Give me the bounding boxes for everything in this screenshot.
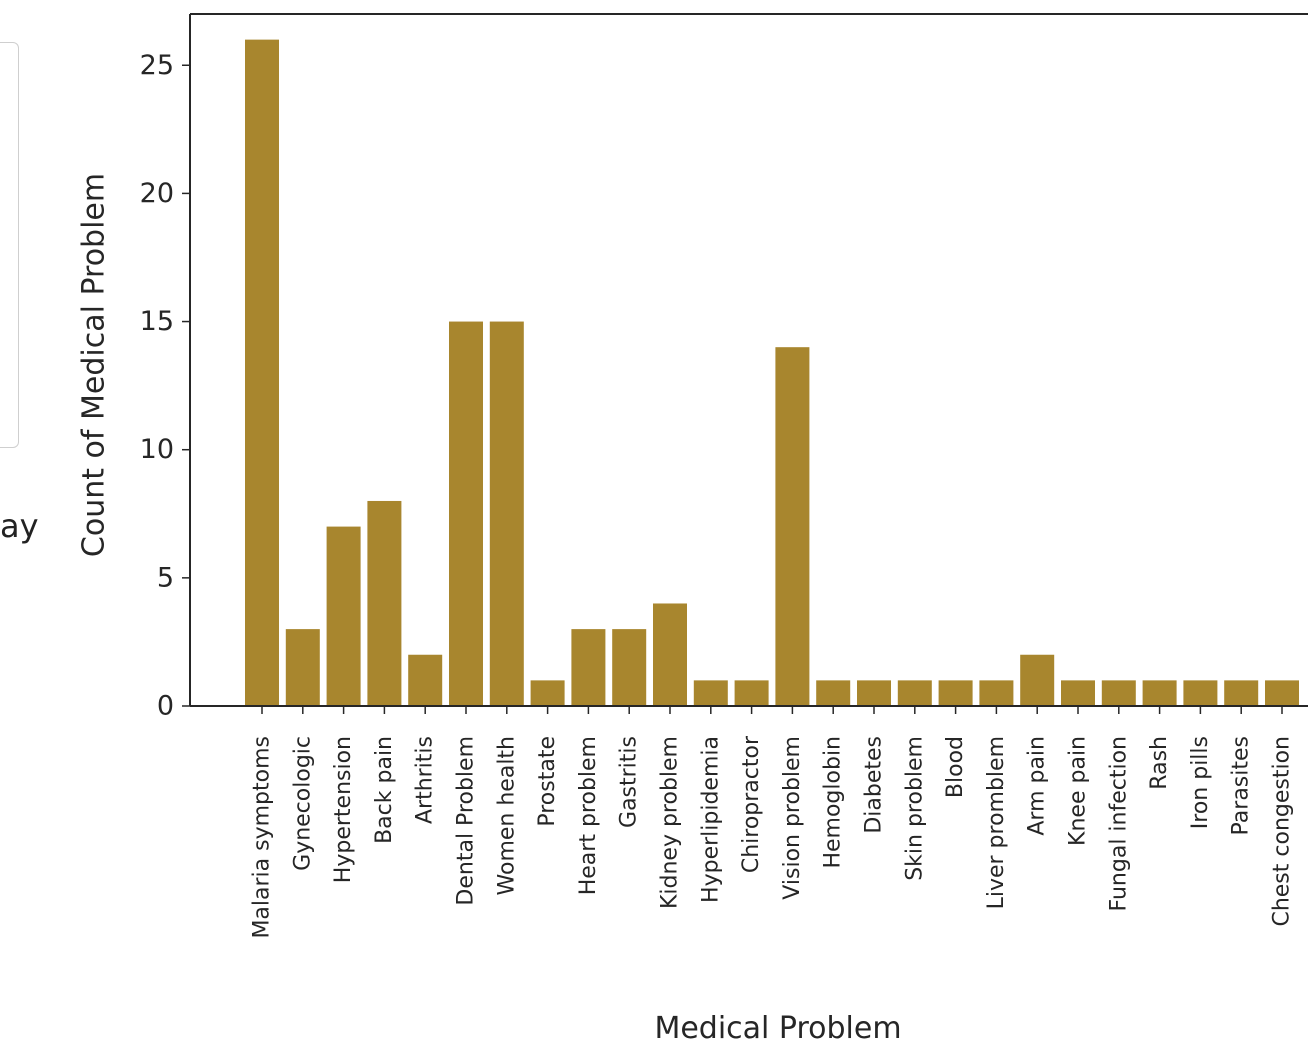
x-tick-label: Vision problem	[780, 736, 805, 900]
y-tick-label: 5	[157, 562, 174, 593]
x-tick-label: Diabetes	[862, 736, 887, 834]
bar-arm-pain	[1020, 654, 1055, 706]
y-tick-label: 0	[157, 691, 174, 722]
side-panel	[0, 42, 19, 448]
x-tick-label: Hypertension	[331, 736, 356, 883]
bar-heart-problem	[571, 629, 606, 706]
bar-hypertension	[326, 526, 361, 706]
bar-arthritis	[408, 654, 443, 706]
x-tick-label: Parasites	[1229, 736, 1254, 835]
bar-iron-pills	[1183, 680, 1218, 706]
bar-chest-congestion	[1265, 680, 1299, 706]
x-tick-label: Back pain	[372, 736, 397, 844]
x-tick-label: Knee pain	[1066, 736, 1091, 846]
bar-parasites	[1224, 680, 1259, 706]
x-tick-label: Gastritis	[617, 736, 642, 828]
y-tick-label: 25	[140, 50, 174, 81]
bars-group	[245, 39, 1299, 706]
bar-malaria-symptoms	[245, 39, 279, 706]
bar-vision-problem	[775, 347, 810, 706]
side-text: ay	[0, 507, 39, 545]
x-tick-label: Kidney problem	[658, 736, 683, 909]
bar-gynecologic	[285, 629, 320, 706]
bar-knee-pain	[1061, 680, 1095, 706]
y-tick-label: 20	[140, 178, 174, 209]
x-tick-label: Dental Problem	[454, 736, 479, 906]
x-tick-label: Prostate	[535, 736, 560, 827]
x-ticks-group: Malaria symptoms Gynecologic Hypertension B…	[250, 706, 1295, 939]
x-tick-label: Rash	[1147, 736, 1172, 790]
bar-chiropractor	[734, 680, 769, 706]
x-tick-label: Women health	[494, 736, 519, 895]
x-tick-label: Hyperlipidemia	[698, 736, 723, 903]
bar-rash	[1142, 680, 1177, 706]
x-axis-label: Medical Problem	[654, 1011, 901, 1044]
y-axis-label: Count of Medical Problem	[77, 173, 112, 557]
x-tick-label: Hemoglobin	[821, 736, 846, 869]
x-tick-label: Chest congestion	[1270, 736, 1295, 927]
bar-hyperlipidemia	[693, 680, 728, 706]
x-tick-label: Liver promblem	[984, 736, 1009, 909]
x-tick-label: Arthritis	[413, 736, 438, 824]
x-tick-label: Skin problem	[902, 736, 927, 881]
x-tick-label: Gynecologic	[290, 736, 315, 871]
bar-liver-promblem	[979, 680, 1014, 706]
x-tick-label: Fungal infection	[1106, 736, 1131, 911]
bar-dental-problem	[449, 321, 483, 706]
bar-women-health	[489, 321, 524, 706]
y-ticks-group: 0 5 10 15 20 25	[140, 50, 190, 722]
x-tick-label: Arm pain	[1025, 736, 1050, 836]
x-tick-label: Iron pills	[1188, 736, 1213, 829]
bar-kidney-problem	[653, 603, 687, 706]
x-tick-label: Heart problem	[576, 736, 601, 895]
bar-prostate	[530, 680, 565, 706]
bar-gastritis	[612, 629, 647, 706]
bar-blood	[938, 680, 973, 706]
bar-hemoglobin	[816, 680, 851, 706]
y-tick-label: 10	[140, 434, 174, 465]
x-tick-label: Malaria symptoms	[250, 736, 275, 939]
x-tick-label: Chiropractor	[739, 735, 764, 873]
x-tick-label: Blood	[943, 736, 968, 798]
bar-back-pain	[367, 500, 402, 706]
bar-skin-problem	[897, 680, 932, 706]
bar-diabetes	[857, 680, 891, 706]
bar-fungal-infection	[1101, 680, 1136, 706]
y-tick-label: 15	[140, 306, 174, 337]
